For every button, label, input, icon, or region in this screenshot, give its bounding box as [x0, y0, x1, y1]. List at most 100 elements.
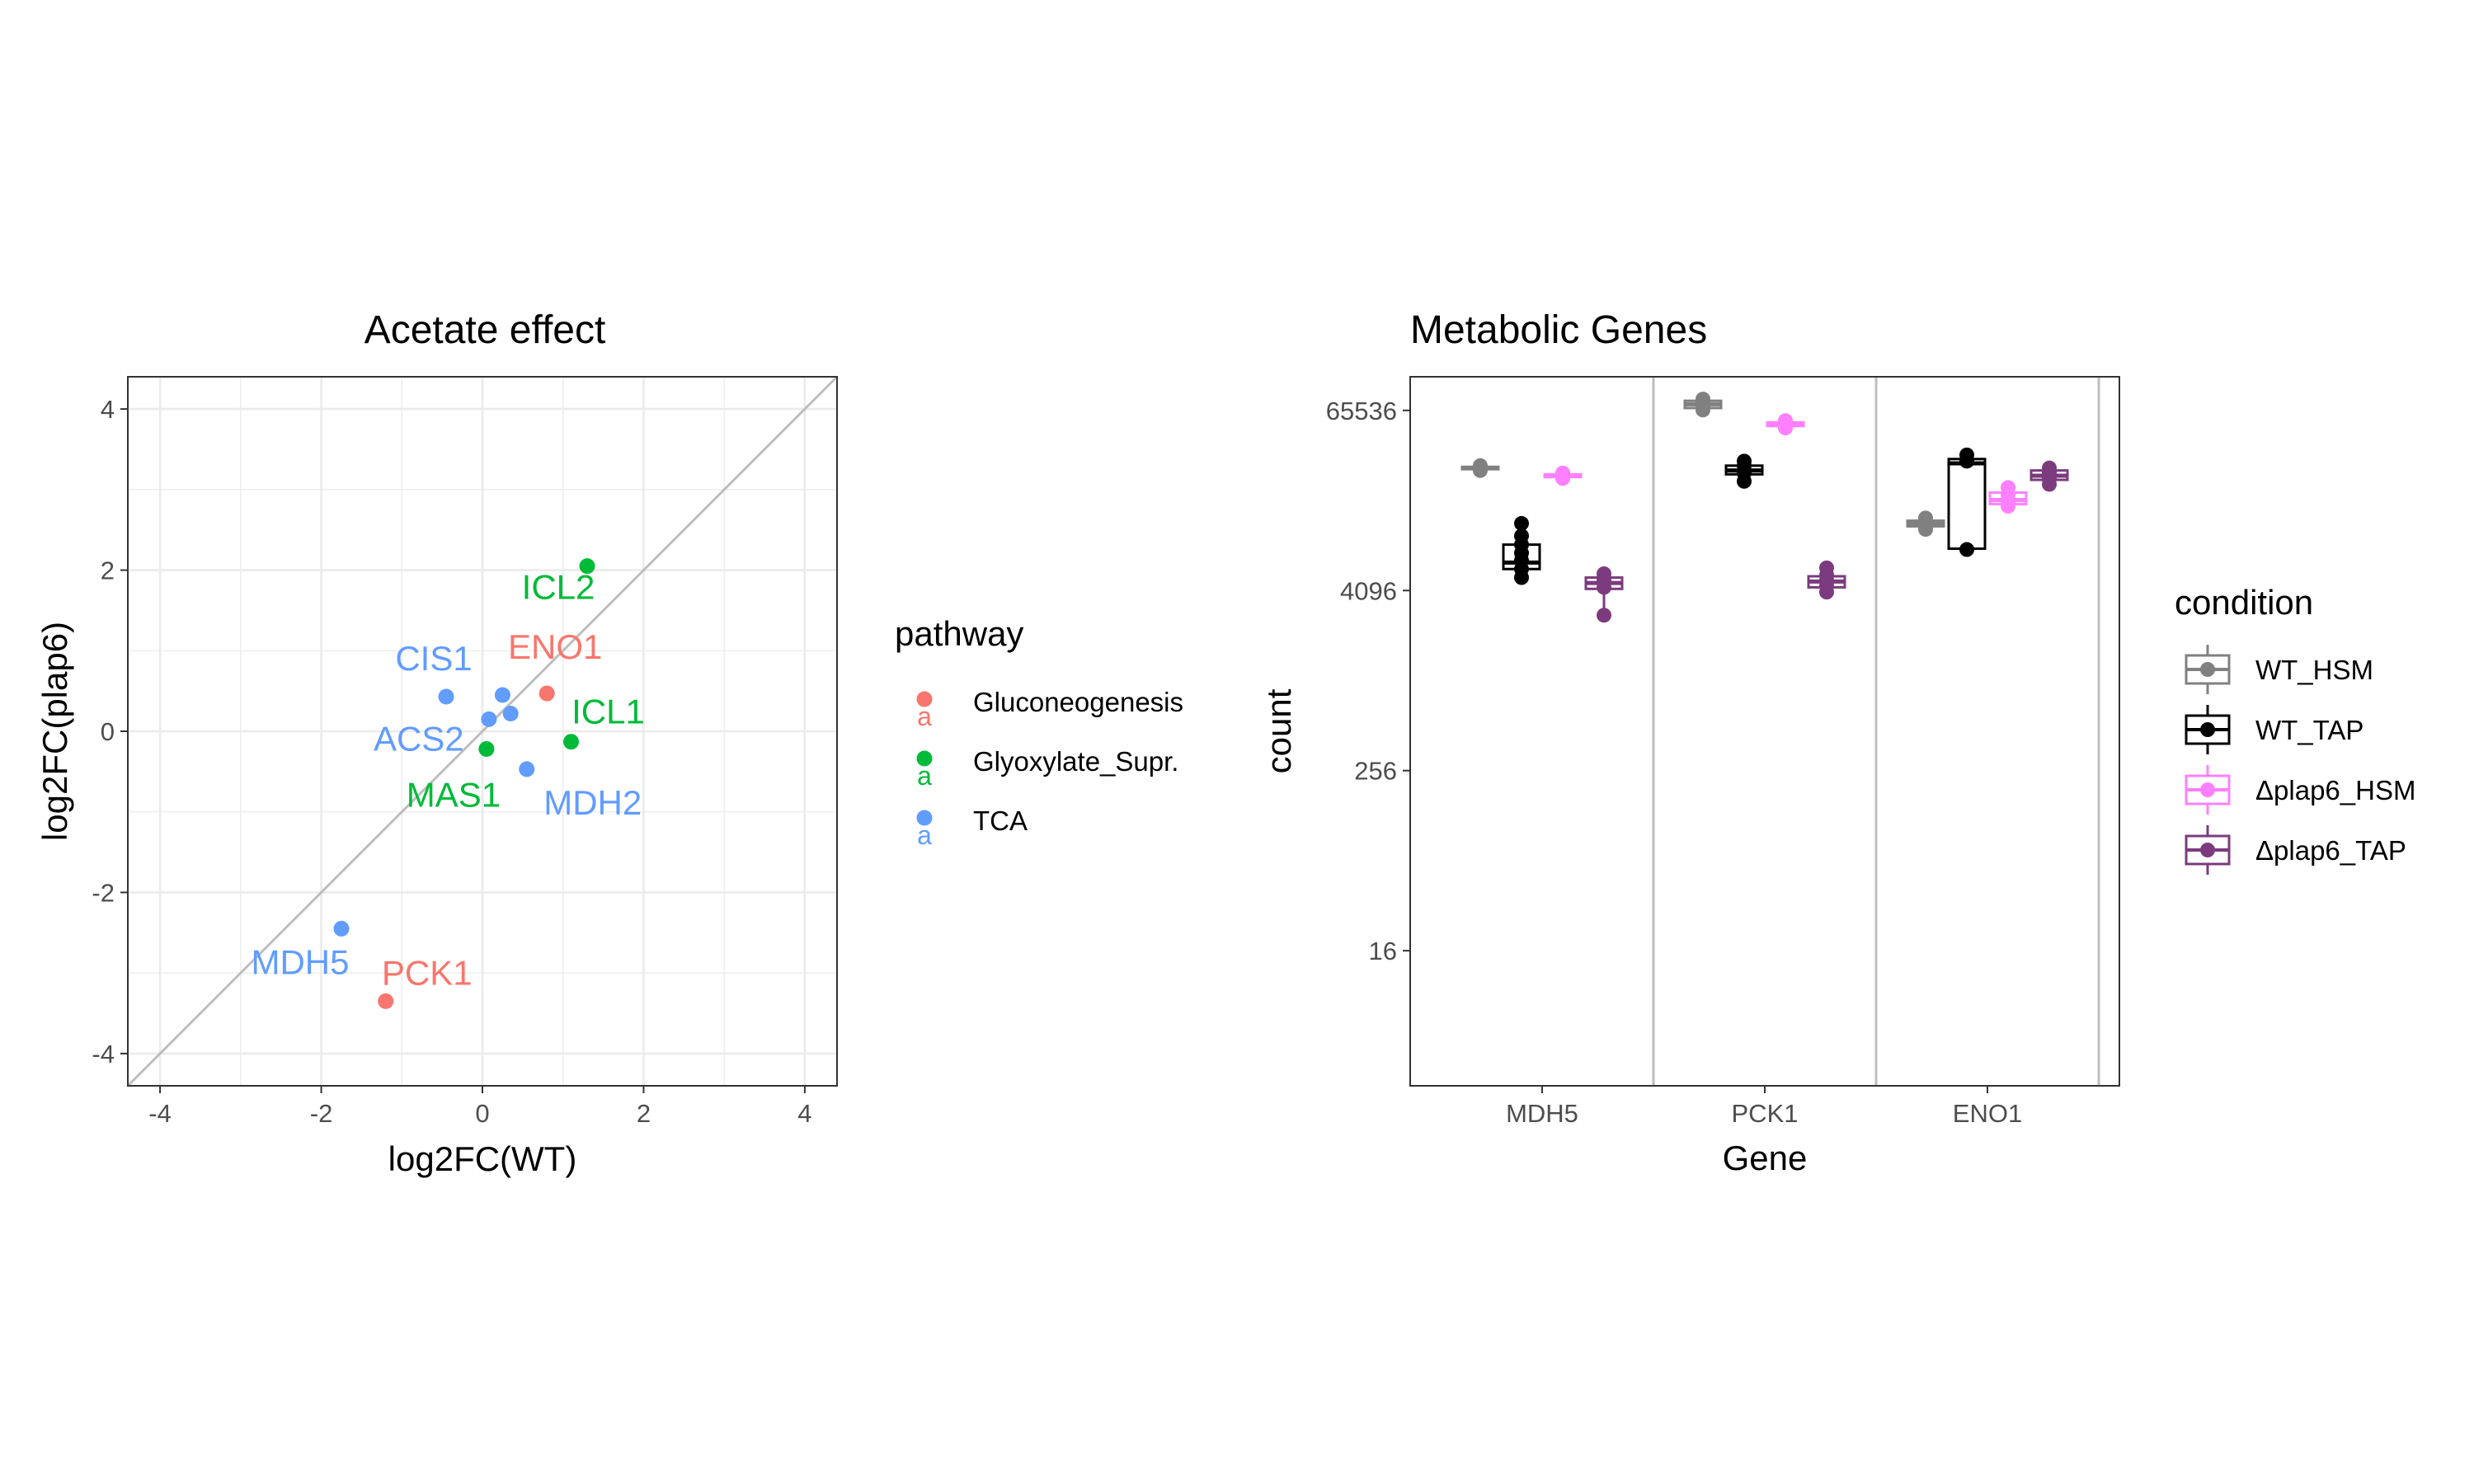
legend-key-point [2200, 843, 2215, 857]
scatter-x-axis-title: log2FC(WT) [388, 1139, 577, 1178]
legend-entry-wt-hsm: WT_HSM [2185, 645, 2373, 694]
pathway-legend-entries: a Gluconeogenesis a Glyoxylate_Supr.a TCA [916, 687, 1183, 850]
box-pck1-plap6-tap [1807, 560, 1846, 600]
point-tca [502, 706, 519, 721]
box-mdh5-wt-hsm [1460, 458, 1500, 478]
legend-label: Δplap6_HSM [2255, 775, 2415, 805]
data-point [1737, 453, 1752, 469]
box-x-axis-title: Gene [1723, 1139, 1808, 1177]
y-tick-label: 256 [1354, 757, 1397, 786]
box-eno1-wt-hsm [1906, 510, 1945, 538]
point-label-mdh5: MDH5 [251, 942, 349, 981]
box-mdh5-plap6-hsm [1543, 465, 1583, 486]
box-eno1-wt-tap [1947, 447, 1987, 557]
y-tick-label: 4096 [1340, 576, 1397, 605]
point-label-icl2: ICL2 [522, 568, 595, 607]
box-y-axis-title: count [1259, 688, 1298, 773]
x-tick-label: 4 [797, 1099, 811, 1128]
legend-label: Gluconeogenesis [973, 687, 1183, 717]
point-icl1 [563, 734, 579, 750]
point-label-mas1: MAS1 [407, 776, 501, 815]
data-point [2042, 460, 2057, 476]
facet-separators [1652, 377, 2100, 1086]
scatter-x-axis: -4 -2 0 2 4 [148, 1086, 812, 1128]
point-mdh2 [519, 761, 535, 777]
legend-label: TCA [973, 805, 1028, 836]
series-plap6-hsm [1543, 413, 2028, 514]
legend-key-glyph: a [917, 820, 932, 850]
box-pck1-wt-hsm [1683, 392, 1723, 418]
box-body [1947, 458, 1987, 551]
box-chart: Metabolic Genes MDH5 PCK1 ENO1 16 256 4096 65… [1259, 308, 2120, 1177]
condition-legend-title: condition [2175, 583, 2313, 622]
point-acs2 [481, 711, 497, 727]
box-series [1460, 392, 2069, 623]
box-mdh5-plap6-tap [1584, 566, 1624, 623]
y-tick-label: 2 [101, 556, 115, 585]
legend-entry-plap6-hsm: Δplap6_HSM [2185, 765, 2415, 815]
legend-label: Δplap6_TAP [2255, 835, 2406, 866]
box-eno1-plap6-tap [2030, 460, 2069, 492]
data-point [1959, 542, 1974, 557]
legend-key-point [916, 691, 933, 707]
legend-label: WT_HSM [2255, 655, 2373, 685]
scatter-y-axis-title: log2FC(plap6) [35, 622, 74, 841]
legend-entry-wt-tap: WT_TAP [2185, 705, 2363, 754]
x-tick-label-eno1: ENO1 [1953, 1099, 2022, 1128]
data-point [1597, 608, 1611, 623]
legend-label: Glyoxylate_Supr. [973, 746, 1178, 777]
legend-entry-gluconeogenesis: a Gluconeogenesis [916, 687, 1183, 731]
y-tick-label: 16 [1369, 937, 1397, 965]
series-plap6-tap [1584, 460, 2069, 623]
y-tick-label: -2 [92, 878, 115, 907]
legend-key-point [2200, 662, 2215, 677]
scatter-chart: Acetate effect ICL2 ENO1 CIS1 ACS2 ICL1 MAS1 M… [35, 308, 839, 1178]
x-tick-label: 0 [475, 1099, 489, 1128]
data-point [2001, 480, 2015, 495]
x-tick-label: -4 [148, 1099, 172, 1128]
box-mdh5-wt-tap [1502, 515, 1541, 585]
reference-diagonal-line [126, 375, 839, 1087]
legend-entry-glyoxylate-supr: a Glyoxylate_Supr. [916, 746, 1178, 791]
scatter-point-labels: ICL2 ENO1 CIS1 ACS2 ICL1 MAS1 MDH2 MDH5 PCK1 [251, 568, 644, 993]
legend-label: WT_TAP [2255, 715, 2363, 745]
x-tick-label-mdh5: MDH5 [1506, 1099, 1578, 1128]
data-point [1514, 528, 1529, 543]
legend-key-point [916, 810, 933, 826]
data-point [1514, 515, 1529, 531]
legend-key-point [916, 750, 933, 767]
point-label-acs2: ACS2 [374, 719, 464, 758]
y-tick-label: 4 [101, 395, 115, 424]
box-y-axis: 16 256 4096 65536 [1326, 397, 1410, 965]
point-label-cis1: CIS1 [395, 639, 472, 678]
x-tick-label-pck1: PCK1 [1732, 1099, 1799, 1128]
point-cis1 [438, 688, 454, 705]
box-eno1-plap6-hsm [1988, 480, 2028, 514]
data-point [1819, 560, 1834, 575]
series-wt-hsm [1460, 392, 1945, 538]
x-tick-label: -2 [310, 1099, 333, 1128]
point-label-icl1: ICL1 [571, 693, 645, 731]
point-mas1 [478, 741, 495, 757]
point-mdh5 [333, 920, 350, 937]
x-tick-label: 2 [637, 1099, 651, 1128]
scatter-title: Acetate effect [365, 308, 606, 352]
box-title: Metabolic Genes [1410, 308, 1707, 352]
pathway-legend: pathway a Gluconeogenesis a Glyoxylate_Supr… [895, 614, 1183, 850]
box-pck1-wt-tap [1724, 453, 1764, 489]
point-icl2 [579, 558, 595, 575]
data-point [1778, 413, 1793, 429]
condition-legend-entries: WT_HSM WT_TAP Δplap6_HSM Δplap6_TAP [2185, 645, 2415, 875]
data-point [1918, 510, 1933, 526]
point-label-eno1: ENO1 [508, 627, 602, 666]
box-x-axis: MDH5 PCK1 ENO1 [1506, 1086, 2022, 1128]
point-pck1 [378, 993, 394, 1009]
data-point [1696, 392, 1710, 407]
point-tca [494, 687, 510, 703]
point-eno1 [539, 685, 555, 702]
y-tick-label: -4 [92, 1040, 115, 1068]
pathway-legend-title: pathway [895, 614, 1023, 653]
y-tick-label: 65536 [1326, 397, 1397, 425]
data-point [1597, 566, 1611, 581]
